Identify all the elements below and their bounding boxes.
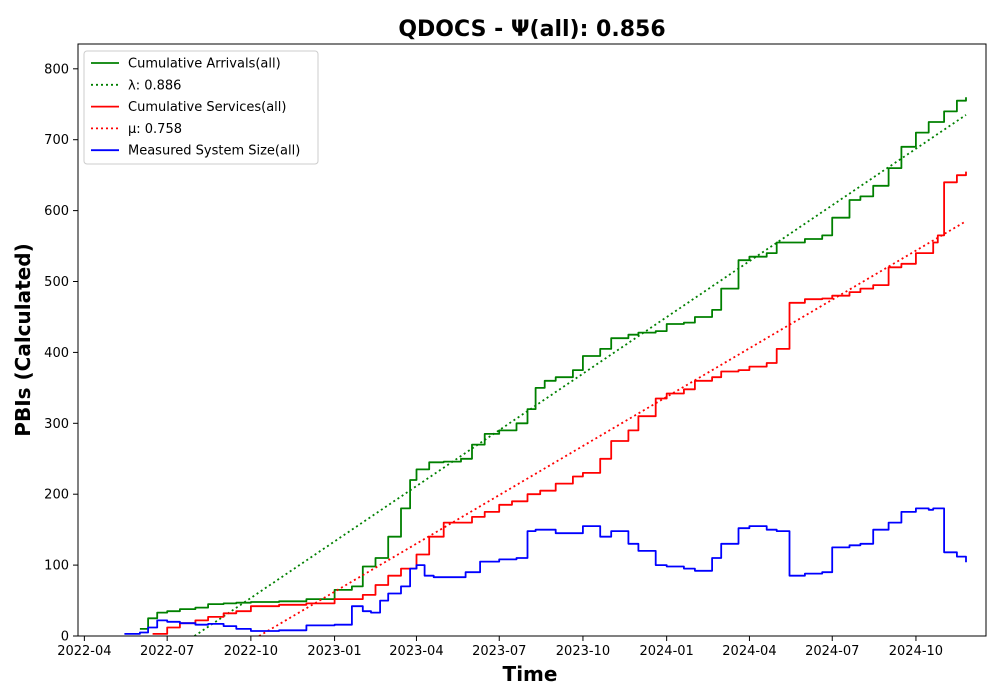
x-tick-label: 2022-07 [140, 644, 194, 659]
y-axis-label: PBIs (Calculated) [11, 243, 35, 436]
x-tick-label: 2023-10 [556, 644, 610, 659]
plot-area [124, 97, 967, 636]
legend-label: Cumulative Services(all) [128, 100, 286, 115]
y-tick-label: 600 [44, 204, 69, 219]
x-tick-label: 2022-04 [57, 644, 111, 659]
legend-label: μ: 0.758 [128, 122, 182, 137]
y-tick-label: 200 [44, 488, 69, 503]
y-tick-label: 300 [44, 417, 69, 432]
y-tick-label: 700 [44, 133, 69, 148]
x-tick-label: 2022-10 [224, 644, 278, 659]
legend: Cumulative Arrivals(all) λ: 0.886 Cumulati… [83, 50, 319, 165]
series-line-0 [139, 97, 967, 630]
y-axis: 0 100 200 300 400 500 600 700 800 [44, 62, 78, 645]
x-tick-label: 2024-10 [889, 644, 943, 659]
series-line-2 [152, 171, 967, 635]
x-tick-label: 2024-01 [639, 644, 693, 659]
x-axis: 2022-04 2022-07 2022-10 2023-01 2023-04 2023-… [57, 636, 943, 659]
y-tick-label: 0 [61, 630, 69, 645]
legend-label: Cumulative Arrivals(all) [128, 57, 281, 72]
legend-box [83, 50, 319, 165]
series-line-1 [193, 114, 967, 636]
y-tick-label: 400 [44, 346, 69, 361]
series-line-3 [258, 220, 967, 636]
x-tick-label: 2023-04 [389, 644, 443, 659]
x-tick-label: 2023-07 [472, 644, 526, 659]
y-tick-label: 100 [44, 559, 69, 574]
series-line-4 [124, 507, 967, 635]
legend-label: Measured System Size(all) [128, 144, 300, 159]
legend-label: λ: 0.886 [128, 78, 181, 93]
x-axis-label: Time [503, 662, 558, 686]
plot-frame [77, 43, 987, 637]
y-tick-label: 800 [44, 62, 69, 77]
x-tick-label: 2024-04 [722, 644, 776, 659]
x-tick-label: 2023-01 [307, 644, 361, 659]
chart-title: QDOCS - Ψ(all): 0.856 [398, 17, 665, 42]
y-tick-label: 500 [44, 275, 69, 290]
x-tick-label: 2024-07 [805, 644, 859, 659]
